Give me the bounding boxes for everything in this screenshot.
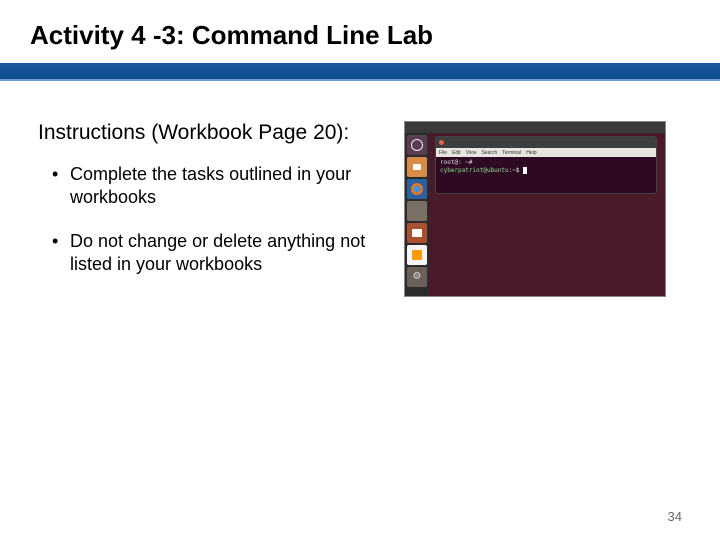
unity-launcher: [405, 133, 429, 296]
gnome-topbar: [405, 122, 665, 133]
close-icon: [439, 140, 444, 145]
content-area: Instructions (Workbook Page 20): Complet…: [0, 81, 720, 297]
text-column: Instructions (Workbook Page 20): Complet…: [38, 121, 388, 297]
terminal-line: cyberpatriot@ubuntu:~$: [440, 167, 652, 175]
software-center-icon: [407, 223, 427, 243]
menu-item: Help: [526, 150, 536, 156]
cursor-icon: [523, 167, 527, 174]
instructions-heading: Instructions (Workbook Page 20):: [38, 121, 388, 145]
terminal-window: File Edit View Search Terminal Help root…: [435, 136, 657, 194]
settings-icon: [407, 267, 427, 287]
terminal-user: cyberpatriot@ubuntu: [440, 167, 509, 174]
amazon-icon: [407, 245, 427, 265]
menu-item: View: [466, 150, 477, 156]
bullet-list: Complete the tasks outlined in your work…: [38, 163, 388, 275]
terminal-menubar: File Edit View Search Terminal Help: [436, 148, 656, 157]
files-icon: [407, 157, 427, 177]
terminal-body: root@: ~# cyberpatriot@ubuntu:~$: [436, 157, 656, 177]
bullet-item: Complete the tasks outlined in your work…: [52, 163, 388, 208]
menu-item: Search: [481, 150, 497, 156]
menu-item: Terminal: [502, 150, 521, 156]
ubuntu-screenshot: File Edit View Search Terminal Help root…: [404, 121, 666, 297]
menu-item: File: [439, 150, 447, 156]
terminal-line: root@: ~#: [440, 159, 652, 167]
menu-item: Edit: [452, 150, 461, 156]
bullet-item: Do not change or delete anything not lis…: [52, 230, 388, 275]
slide-title: Activity 4 -3: Command Line Lab: [0, 0, 720, 63]
terminal-path: :~$: [509, 167, 520, 174]
page-number: 34: [668, 509, 682, 524]
terminal-titlebar: [436, 137, 656, 148]
title-accent-bar: [0, 63, 720, 81]
dash-icon: [407, 135, 427, 155]
image-column: File Edit View Search Terminal Help root…: [404, 121, 666, 297]
app-icon: [407, 201, 427, 221]
firefox-icon: [407, 179, 427, 199]
